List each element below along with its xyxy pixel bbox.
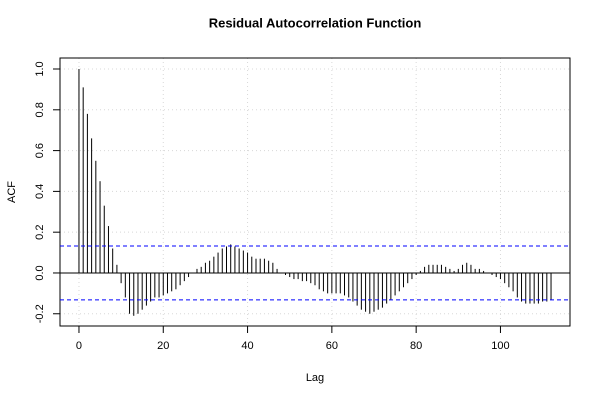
y-tick-label: 0.0 (34, 265, 46, 280)
y-tick-label: 0.2 (34, 225, 46, 240)
x-axis-title: Lag (306, 372, 324, 384)
y-axis-title: ACF (6, 181, 18, 203)
y-tick-label: 0.6 (34, 143, 46, 158)
x-tick-label: 60 (326, 340, 338, 352)
y-tick-label: 1.0 (34, 61, 46, 76)
y-tick-label: 0.4 (34, 184, 46, 199)
x-tick-label: 100 (491, 340, 509, 352)
x-tick-label: 40 (241, 340, 253, 352)
y-tick-label: 0.8 (34, 102, 46, 117)
x-tick-label: 20 (157, 340, 169, 352)
y-tick-label: -0.2 (34, 304, 46, 323)
plot-frame (59, 57, 571, 327)
x-tick-label: 80 (410, 340, 422, 352)
x-tick-label: 0 (76, 340, 82, 352)
chart-title: Residual Autocorrelation Function (209, 15, 422, 30)
